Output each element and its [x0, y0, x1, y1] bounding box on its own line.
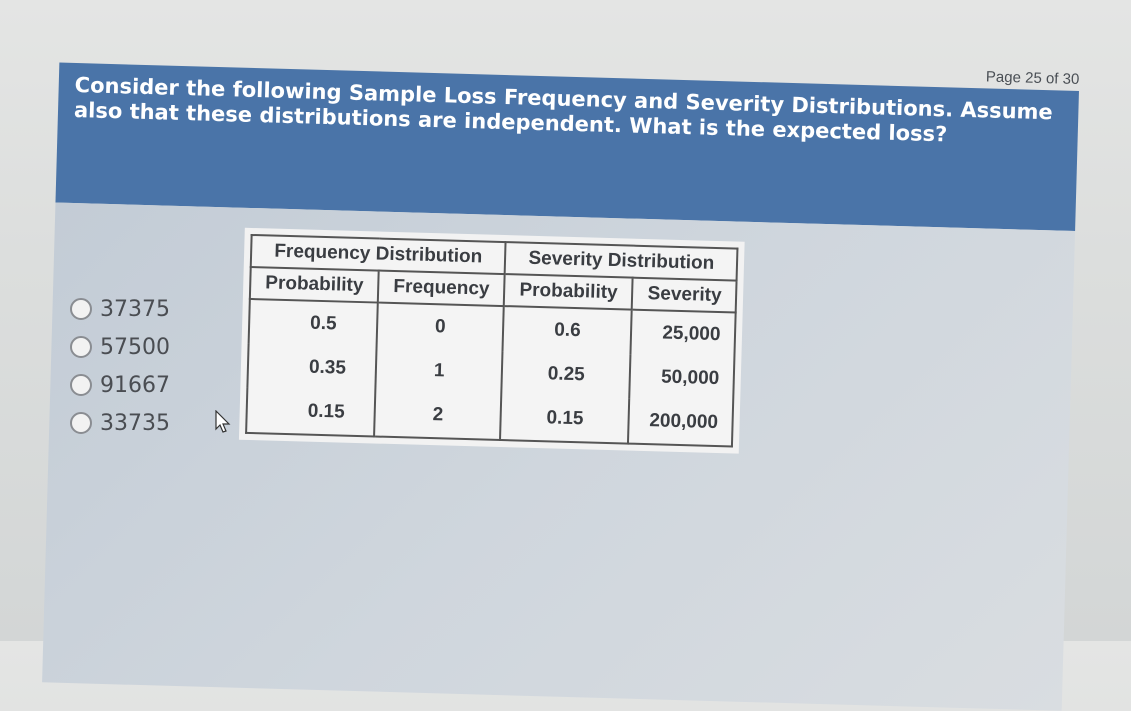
radio-button[interactable]	[70, 412, 92, 434]
option-label: 57500	[100, 334, 170, 360]
cell: 0.15	[246, 387, 376, 437]
distribution-table: Frequency Distribution Severity Distribu…	[245, 233, 739, 448]
cell: 0.5	[248, 298, 378, 348]
col-header-severity: Severity	[632, 277, 737, 313]
cell: 0.35	[247, 343, 377, 392]
answer-options: 37375 57500 91667 33735	[70, 290, 170, 442]
quiz-page: Page 25 of 30 Consider the following Sam…	[22, 40, 1099, 711]
cell: 50,000	[629, 354, 735, 402]
cell: 200,000	[628, 398, 734, 447]
answer-option-1[interactable]: 37375	[70, 290, 170, 328]
cell: 2	[374, 391, 502, 441]
answer-option-3[interactable]: 91667	[70, 366, 170, 404]
cell: 0.15	[500, 395, 630, 444]
col-header-frequency: Frequency	[377, 270, 505, 307]
option-label: 37375	[100, 296, 170, 322]
cell: 0	[376, 302, 505, 352]
distribution-table-container: Frequency Distribution Severity Distribu…	[238, 227, 746, 454]
question-header: Consider the following Sample Loss Frequ…	[55, 62, 1079, 231]
col-header-probability: Probability	[249, 266, 379, 303]
mouse-pointer-icon	[215, 410, 231, 433]
page-indicator: Page 25 of 30	[985, 68, 1080, 89]
cell: 0.6	[502, 306, 633, 355]
radio-button[interactable]	[70, 374, 92, 396]
cell: 0.25	[501, 351, 631, 399]
answer-option-2[interactable]: 57500	[70, 328, 170, 366]
answer-option-4[interactable]: 33735	[70, 404, 170, 442]
question-text: Consider the following Sample Loss Frequ…	[73, 72, 1054, 147]
radio-button[interactable]	[70, 336, 92, 358]
question-content: Frequency Distribution Severity Distribu…	[42, 202, 1076, 711]
option-label: 91667	[100, 372, 170, 398]
cell: 25,000	[630, 309, 737, 358]
option-label: 33735	[100, 410, 170, 436]
col-header-severity-probability: Probability	[504, 274, 634, 310]
cell: 1	[375, 347, 503, 396]
radio-button[interactable]	[70, 298, 92, 320]
